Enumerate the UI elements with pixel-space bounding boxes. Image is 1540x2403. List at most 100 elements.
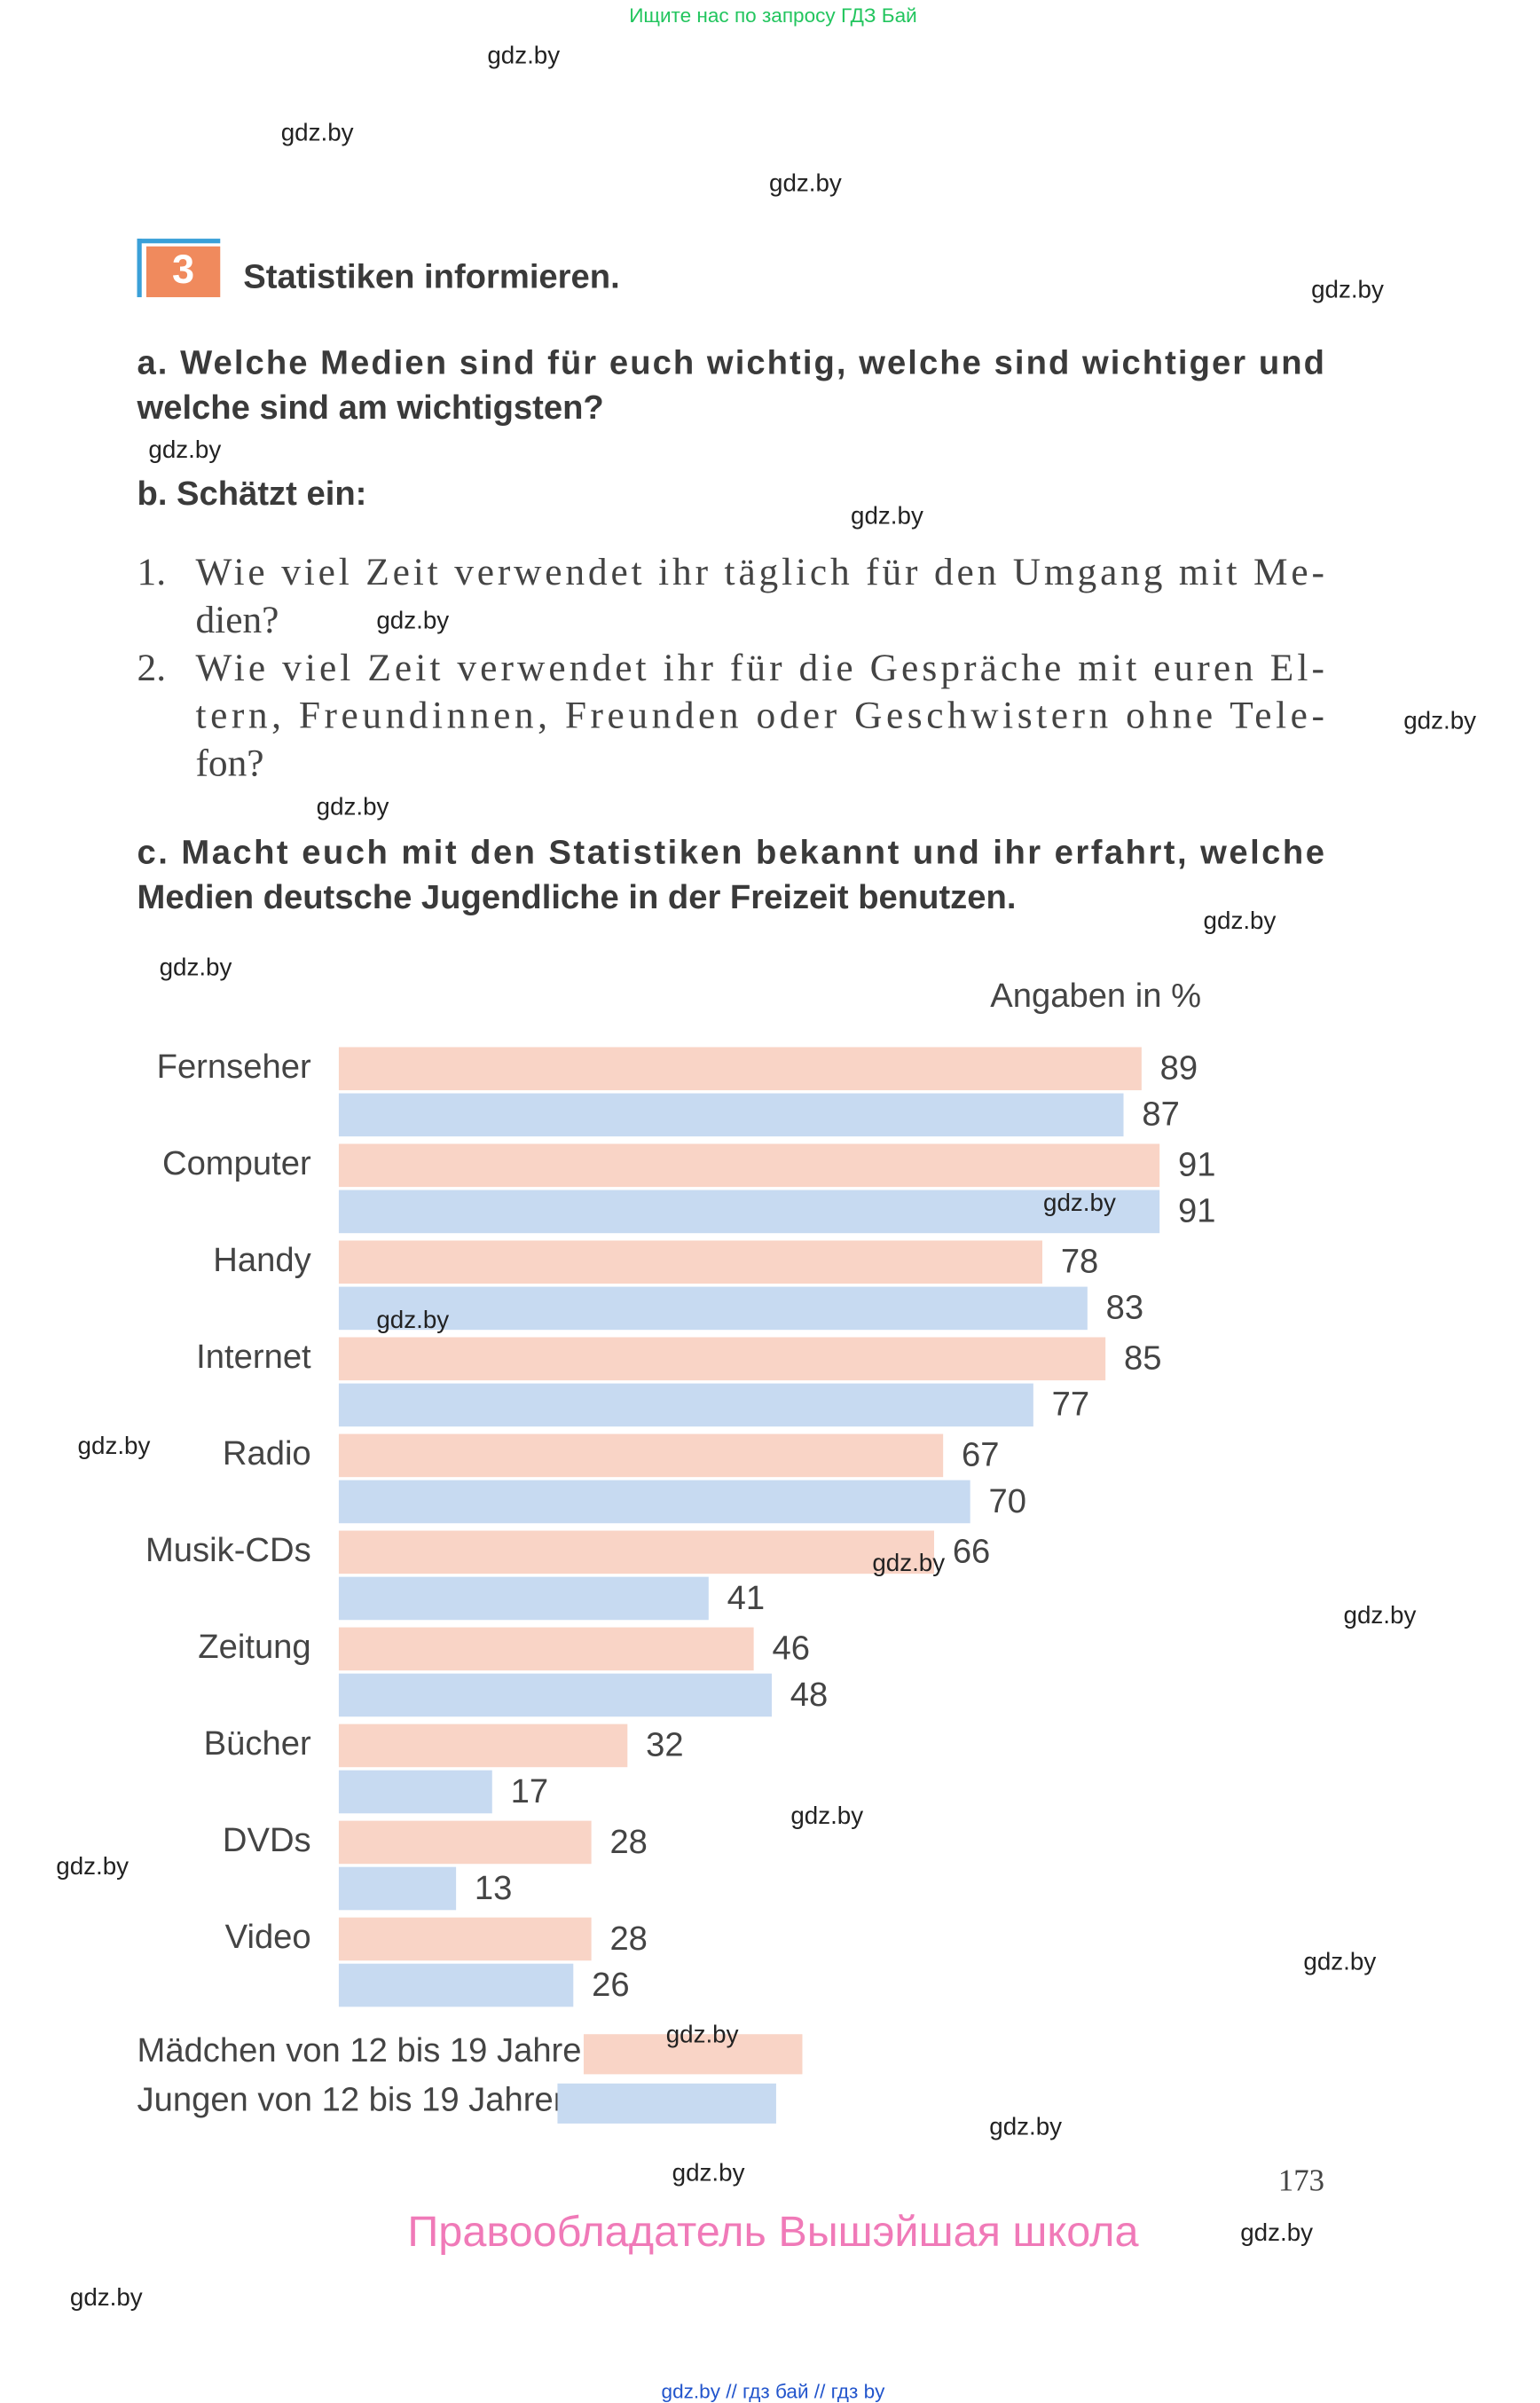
value-label: 89 xyxy=(1160,1049,1198,1088)
watermark: gdz.by xyxy=(1344,1601,1417,1629)
value-label: 77 xyxy=(1052,1386,1089,1424)
question-number: 1. xyxy=(138,551,167,593)
category-label: Handy xyxy=(213,1241,311,1279)
bar xyxy=(338,1917,592,1961)
category-label: Bücher xyxy=(204,1724,311,1763)
value-label: 85 xyxy=(1124,1339,1161,1378)
page-number: 173 xyxy=(1278,2163,1324,2198)
category-label: Radio xyxy=(223,1434,311,1472)
bar xyxy=(338,1866,457,1911)
exercise-number: 3 xyxy=(172,247,194,292)
number-box xyxy=(145,246,221,298)
question-line: tern, Freundinnen, Freunden oder Geschwi… xyxy=(195,695,1324,737)
watermark: gdz.by xyxy=(1311,275,1384,302)
bar xyxy=(338,1337,1106,1381)
value-label: 91 xyxy=(1178,1192,1215,1230)
watermark: gdz.by xyxy=(851,502,923,530)
task-line: a. Welche Medien sind für euch wichtig, … xyxy=(138,344,1324,382)
watermark: gdz.by xyxy=(56,1852,129,1880)
category-label: DVDs xyxy=(223,1821,311,1859)
bar xyxy=(338,1047,1142,1091)
bar xyxy=(338,1240,1043,1284)
watermark: gdz.by xyxy=(1240,2218,1313,2246)
watermark: gdz.by xyxy=(160,953,232,980)
legend-label: Mädchen von 12 bis 19 Jahren xyxy=(138,2031,601,2069)
bar xyxy=(338,1724,628,1768)
watermark: gdz.by xyxy=(376,607,449,634)
bar xyxy=(338,1190,1160,1234)
copyright: Правообладатель Вышэйшая школа xyxy=(407,2208,1139,2256)
category-label: Fernseher xyxy=(157,1048,311,1086)
value-label: 48 xyxy=(790,1676,828,1714)
value-label: 28 xyxy=(609,1823,647,1861)
task-line: c. Macht euch mit den Statistiken bekann… xyxy=(138,834,1324,872)
category-label: Video xyxy=(225,1918,311,1956)
bar xyxy=(338,1143,1160,1188)
watermark: gdz.by xyxy=(1204,907,1277,934)
watermark: gdz.by xyxy=(1043,1189,1116,1216)
watermark: gdz.by xyxy=(281,118,354,145)
watermark: gdz.by xyxy=(989,2112,1062,2140)
question-line: dien? xyxy=(195,599,279,641)
question-line: Wie viel Zeit verwendet ihr für die Gesp… xyxy=(195,647,1324,689)
question-line: Wie viel Zeit verwendet ihr täglich für … xyxy=(195,551,1324,593)
watermark: gdz.by xyxy=(672,2159,745,2187)
watermark: gdz.by xyxy=(872,1549,945,1576)
watermark: gdz.by xyxy=(666,2020,739,2047)
category-label: Zeitung xyxy=(198,1628,310,1666)
bar xyxy=(338,1480,970,1524)
value-label: 41 xyxy=(727,1579,765,1617)
footer-links: gdz.by // гдз бай // гдз by xyxy=(662,2381,886,2403)
number-box-border xyxy=(137,239,142,298)
value-label: 70 xyxy=(988,1482,1025,1520)
value-label: 87 xyxy=(1142,1095,1179,1134)
bar xyxy=(338,1530,934,1575)
bar xyxy=(338,1963,574,2007)
value-label: 78 xyxy=(1061,1243,1098,1281)
watermark: gdz.by xyxy=(317,793,389,821)
category-label: Computer xyxy=(162,1144,311,1182)
watermark: gdz.by xyxy=(70,2283,143,2311)
bar xyxy=(338,1770,492,1814)
bar xyxy=(338,1286,1088,1331)
bar xyxy=(338,1627,754,1671)
bar xyxy=(338,1673,772,1717)
value-label: 91 xyxy=(1178,1146,1215,1184)
bar xyxy=(338,1433,944,1478)
task-line: b. Schätzt ein: xyxy=(138,475,367,513)
question-line: fon? xyxy=(195,742,263,784)
watermark: gdz.by xyxy=(376,1306,449,1333)
bar xyxy=(338,1093,1124,1137)
legend-label: Jungen von 12 bis 19 Jahren xyxy=(138,2081,572,2119)
value-label: 66 xyxy=(953,1533,990,1571)
legend-swatch xyxy=(557,2083,776,2124)
value-label: 17 xyxy=(511,1772,548,1810)
bar xyxy=(338,1576,709,1621)
watermark: gdz.by xyxy=(1303,1948,1376,1975)
watermark: gdz.by xyxy=(487,42,560,69)
watermark: gdz.by xyxy=(148,436,221,463)
number-box-border xyxy=(137,239,221,244)
value-label: 13 xyxy=(475,1869,512,1907)
category-label: Internet xyxy=(196,1338,311,1376)
value-label: 67 xyxy=(962,1436,999,1474)
task-line: Medien deutsche Jugendliche in der Freiz… xyxy=(138,878,1017,916)
value-label: 46 xyxy=(772,1629,809,1668)
watermark: gdz.by xyxy=(78,1432,151,1459)
value-label: 32 xyxy=(646,1726,683,1764)
watermark: gdz.by xyxy=(769,169,842,197)
unit-note: Angaben in % xyxy=(990,977,1201,1015)
question-number: 2. xyxy=(138,647,167,689)
value-label: 28 xyxy=(609,1920,647,1958)
category-label: Musik-CDs xyxy=(145,1531,311,1569)
watermark: gdz.by xyxy=(1403,707,1476,734)
bar xyxy=(338,1820,592,1865)
banner: Ищите нас по запросу ГДЗ Бай xyxy=(629,4,917,27)
exercise-title: Statistiken informieren. xyxy=(243,257,619,295)
task-line: welche sind am wichtigsten? xyxy=(137,389,604,427)
value-label: 83 xyxy=(1106,1289,1143,1327)
watermark: gdz.by xyxy=(790,1802,863,1829)
bar xyxy=(338,1383,1033,1427)
